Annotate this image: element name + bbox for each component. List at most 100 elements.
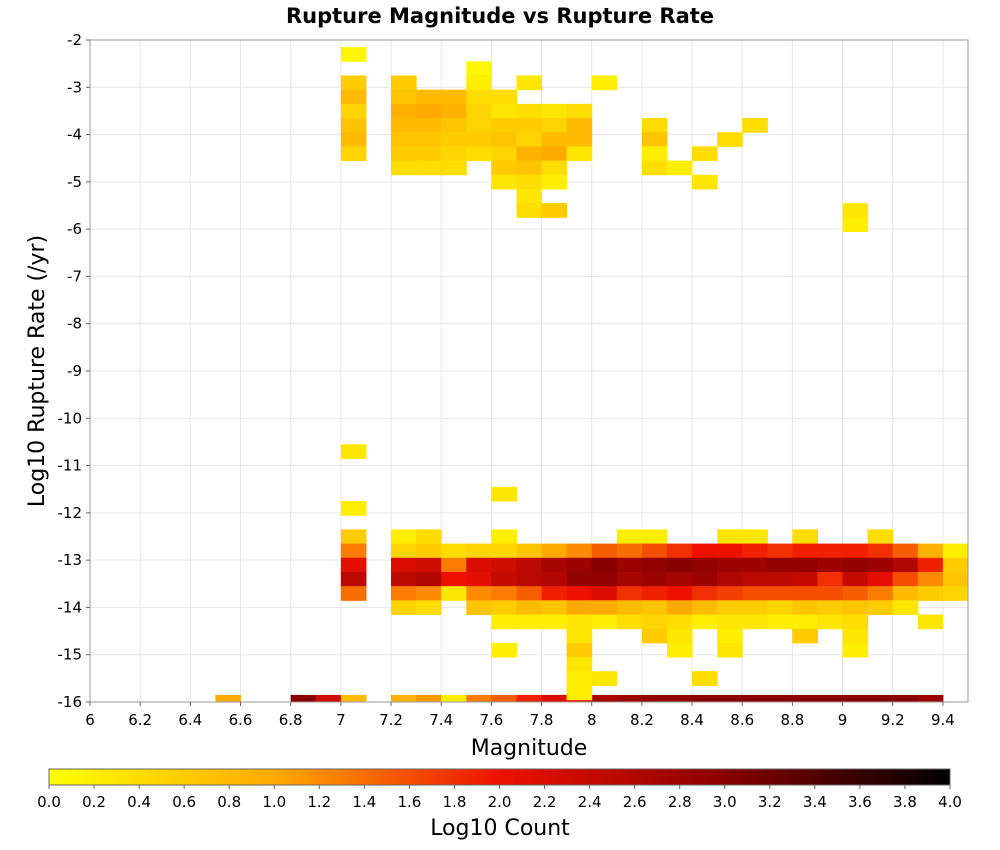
heatmap-cell [391, 146, 417, 162]
heatmap-cell [717, 600, 743, 616]
heatmap-cell [391, 132, 417, 147]
heatmap-cell [792, 529, 818, 545]
heatmap-cell [666, 543, 693, 559]
heatmap-cell [516, 694, 543, 703]
heatmap-cell [616, 600, 643, 616]
heatmap-cell [491, 642, 517, 658]
heatmap-cell [340, 501, 367, 516]
heatmap-cell [616, 529, 643, 545]
colorbar-tick-label: 3.6 [848, 793, 872, 811]
heatmap-cell [416, 146, 442, 162]
heatmap-cell [566, 642, 593, 658]
heatmap-cell [742, 571, 768, 587]
heatmap-cell [641, 557, 668, 573]
heatmap-cell [516, 188, 543, 204]
heatmap-cell [717, 543, 743, 559]
heatmap-cell [441, 89, 467, 105]
colorbar-tick-label: 1.4 [352, 793, 376, 811]
heatmap-cell [541, 160, 568, 176]
heatmap-cell [391, 694, 417, 703]
colorbar-tick-label: 1.6 [397, 793, 421, 811]
heatmap-cell [892, 557, 919, 573]
heatmap-cell [641, 586, 668, 601]
heatmap-cell [491, 174, 517, 190]
heatmap-cell [641, 614, 668, 630]
x-tick-label: 9 [838, 711, 848, 729]
heatmap-cell [466, 586, 492, 601]
heatmap-cell [616, 557, 643, 573]
heatmap-cell [391, 75, 417, 91]
heatmap-cell [516, 103, 543, 119]
heatmap-cell [717, 586, 743, 601]
heatmap-cell [817, 694, 844, 703]
heatmap-cell [616, 586, 643, 601]
heatmap-cell [767, 586, 793, 601]
heatmap-cell [466, 61, 492, 76]
heatmap-cell [441, 543, 467, 559]
heatmap-cell [917, 694, 944, 703]
heatmap-cell [892, 586, 919, 601]
colorbar-tick-label: 0.6 [172, 793, 196, 811]
heatmap-cell [742, 529, 768, 545]
y-tick-label: -4 [67, 126, 82, 144]
heatmap-cell [566, 557, 593, 573]
heatmap-cell [566, 614, 593, 630]
heatmap-cell [942, 571, 969, 587]
heatmap-cell [742, 586, 768, 601]
heatmap-cell [842, 203, 869, 218]
heatmap-cell [491, 543, 517, 559]
heatmap-cell [666, 642, 693, 658]
colorbar-tick-label: 0.2 [82, 793, 106, 811]
heatmap-cell [340, 586, 367, 601]
heatmap-cell [441, 132, 467, 147]
heatmap-cell [491, 694, 517, 703]
heatmap-cell [391, 103, 417, 119]
heatmap-cell [340, 543, 367, 559]
heatmap-cell [441, 103, 467, 119]
heatmap-cell [616, 614, 643, 630]
colorbar-tick-label: 0.8 [217, 793, 241, 811]
heatmap-cell [842, 694, 869, 703]
colorbar-tick-label: 0.0 [37, 793, 61, 811]
x-tick-label: 8.4 [680, 711, 704, 729]
heatmap-cell [391, 586, 417, 601]
heatmap-cell [340, 571, 367, 587]
heatmap-cell [842, 543, 869, 559]
heatmap-cell [717, 614, 743, 630]
heatmap-cell [666, 694, 693, 703]
heatmap-cell [591, 543, 618, 559]
heatmap-cell [466, 132, 492, 147]
colorbar-tick-label: 1.8 [443, 793, 467, 811]
y-tick-label: -14 [58, 598, 83, 616]
heatmap-cell [541, 600, 568, 616]
colorbar-tick-label: 2.2 [533, 793, 557, 811]
heatmap-cell [466, 571, 492, 587]
heatmap-cell [692, 571, 718, 587]
heatmap-cell [491, 529, 517, 545]
heatmap-cell [491, 586, 517, 601]
heatmap-cell [742, 557, 768, 573]
heatmap-cell [817, 543, 844, 559]
heatmap-cell [340, 118, 367, 133]
x-tick-label: 6.6 [229, 711, 253, 729]
heatmap-cell [666, 600, 693, 616]
heatmap-cell [315, 694, 342, 703]
heatmap-cell [867, 694, 894, 703]
heatmap-cell [340, 529, 367, 545]
heatmap-cell [391, 557, 417, 573]
heatmap-cell [817, 557, 844, 573]
heatmap-cell [391, 600, 417, 616]
heatmap-cell [566, 118, 593, 133]
heatmap-cell [416, 543, 442, 559]
heatmap-cell [340, 557, 367, 573]
heatmap-cell [566, 543, 593, 559]
heatmap-cell [892, 694, 919, 703]
heatmap-cell [516, 132, 543, 147]
heatmap-cell [566, 628, 593, 644]
x-tick-label: 7.8 [530, 711, 554, 729]
heatmap-cell [516, 203, 543, 218]
heatmap-cell [466, 118, 492, 133]
heatmap-cell [541, 146, 568, 162]
heatmap-cell [340, 75, 367, 91]
